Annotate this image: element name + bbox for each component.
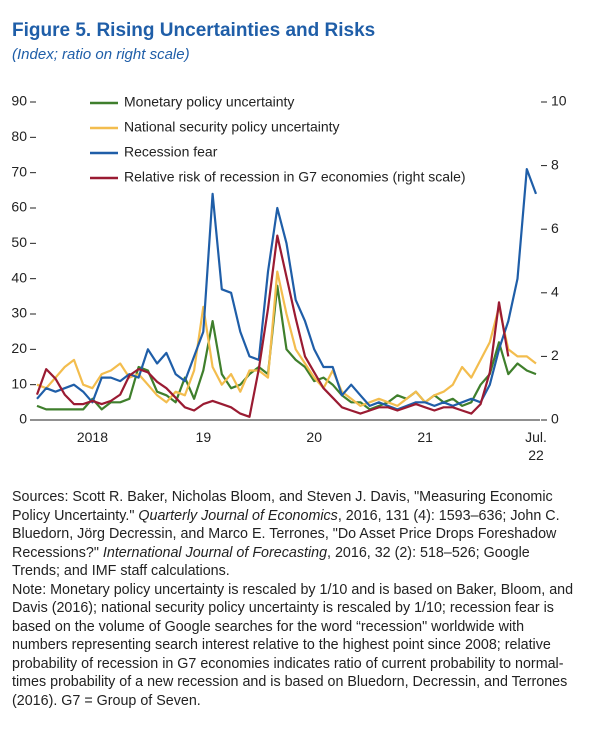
x-tick-label: 20: [306, 429, 323, 445]
legend-label: Monetary policy uncertainty: [124, 94, 294, 110]
y-tick-label: 10: [11, 375, 27, 391]
y2-tick-label: 4: [551, 284, 559, 300]
y-tick-label: 90: [11, 93, 27, 109]
y2-tick-label: 0: [551, 411, 559, 427]
journal: International Journal of Forecasting: [102, 544, 328, 561]
sources-text: , 2016, 32 (2): 518–526; Google Trends; …: [12, 544, 530, 580]
y-tick-label: 60: [11, 199, 27, 215]
note: Note: Monetary policy uncertainty is res…: [12, 581, 574, 709]
chart: 0 10 20 30 40 50 60 70 80 90 0 2 4 6 8 10 Monetary polic…: [11, 93, 567, 427]
y-tick-label: 50: [11, 234, 27, 250]
notes: Sources: Scott R. Baker, Nicholas Bloom,…: [12, 488, 580, 710]
legend-label: National security policy uncertainty: [124, 119, 340, 135]
y2-tick-label: 8: [551, 156, 559, 172]
y-tick-label: 40: [11, 269, 27, 285]
y-tick-label: 0: [19, 411, 27, 427]
y-tick-label: 20: [11, 340, 27, 356]
y-tick-label: 80: [11, 128, 27, 144]
journal: Quarterly Journal of Economics: [138, 507, 338, 524]
x-tick-label: 19: [195, 429, 212, 445]
sources-text: Sources: Scott R. Baker, Nicholas Bloom,…: [12, 489, 553, 524]
y-tick-label: 70: [11, 163, 27, 179]
y2-tick-label: 10: [551, 93, 567, 109]
chart-title: Figure 5. Rising Uncertainties and Risks: [12, 20, 376, 41]
legend-label: Relative risk of recession in G7 economi…: [124, 169, 466, 185]
series-line: [36, 270, 537, 407]
y2-tick-label: 6: [551, 220, 559, 236]
x-tick-label: 2018: [76, 429, 109, 445]
y2-tick-label: 2: [551, 347, 559, 363]
y-tick-label: 30: [11, 305, 27, 321]
x-tick-label: Jul. 22: [525, 429, 547, 463]
series-line: [36, 284, 537, 411]
chart-subtitle: (Index; ratio on right scale): [12, 46, 190, 63]
sources: Sources: Scott R. Baker, Nicholas Bloom,…: [12, 488, 580, 581]
series-line: [35, 234, 510, 418]
series-line: [36, 168, 538, 411]
sources-text: , 2016, 131 (4): 1593–636; John C. Blued…: [12, 507, 560, 561]
legend-label: Recession fear: [124, 144, 218, 160]
x-tick-label: 21: [417, 429, 433, 445]
